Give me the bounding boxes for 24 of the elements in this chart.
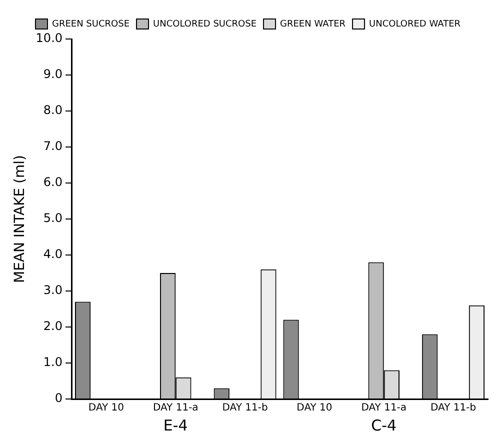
y-tick-label: 6.0 — [43, 175, 63, 190]
y-tick-label: 4.0 — [43, 247, 63, 262]
x-tick-label: DAY 11-b — [222, 402, 268, 414]
x-tick-label: DAY 11-b — [430, 402, 476, 414]
y-axis-title: MEAN INTAKE (ml) — [12, 155, 28, 283]
y-tick-label: 1.0 — [43, 355, 63, 370]
legend-label: GREEN SUCROSE — [52, 19, 130, 30]
text: E-4 — [163, 416, 188, 434]
legend-label: UNCOLORED WATER — [369, 19, 461, 30]
y-tick-label: 9.0 — [43, 67, 63, 82]
x-tick-label: DAY 10 — [296, 402, 332, 414]
x-tick-label: DAY 10 — [88, 402, 124, 414]
y-tick-label: 8.0 — [43, 103, 63, 118]
y-tick-label: 7.0 — [43, 139, 63, 154]
y-tick-label: 0 — [54, 391, 63, 406]
y-tick-label: 3.0 — [43, 283, 63, 298]
x-tick-label: DAY 11-a — [361, 402, 407, 414]
y-tick-label: 2.0 — [43, 319, 63, 334]
legend-label: UNCOLORED SUCROSE — [153, 19, 257, 30]
legend-label: GREEN WATER — [280, 19, 346, 30]
text: C-4 — [371, 416, 397, 434]
y-tick-label: 5.0 — [43, 211, 63, 226]
y-tick-label: 10.0 — [36, 31, 63, 46]
x-tick-label: DAY 11-a — [152, 402, 198, 414]
